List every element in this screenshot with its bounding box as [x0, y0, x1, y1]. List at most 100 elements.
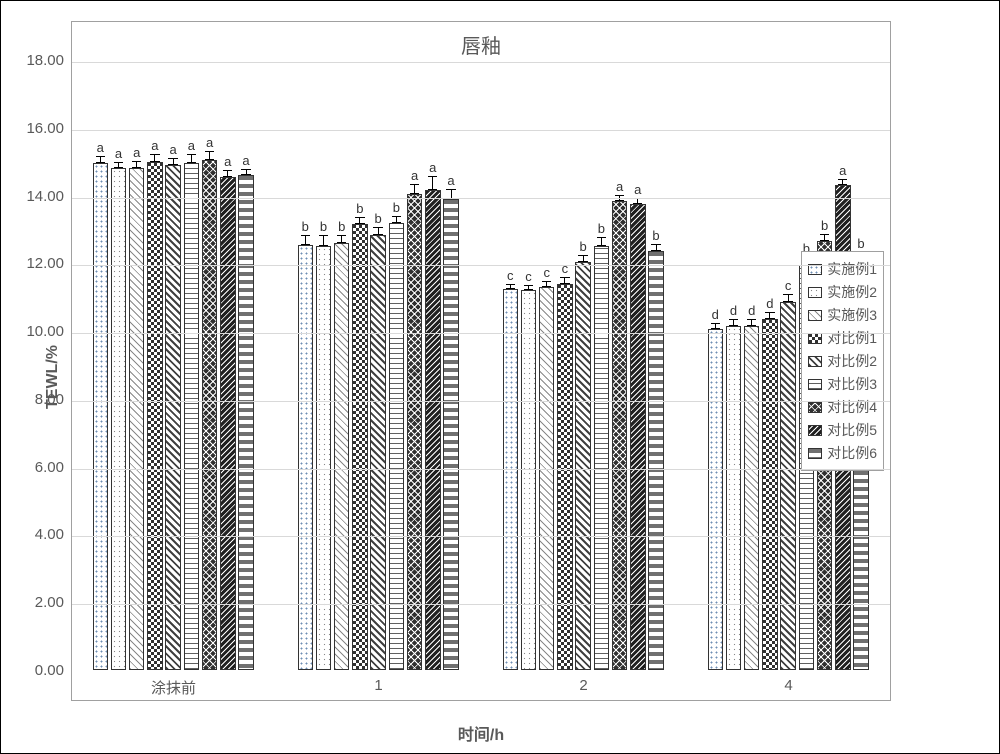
- legend-item: 对比例3: [808, 374, 877, 394]
- significance-label: b: [857, 236, 864, 251]
- error-cap: [838, 179, 847, 180]
- gridline: [72, 62, 890, 63]
- significance-label: c: [507, 268, 514, 283]
- bar: [780, 302, 795, 670]
- error-cap: [392, 222, 401, 223]
- error-cap: [168, 158, 177, 159]
- bar: [298, 245, 313, 670]
- legend-swatch: [808, 333, 822, 344]
- significance-label: a: [634, 182, 641, 197]
- legend-swatch: [808, 448, 822, 459]
- bar: [594, 246, 609, 670]
- gridline: [72, 198, 890, 199]
- error-cap: [150, 154, 159, 155]
- x-tick-label: 1: [374, 677, 382, 694]
- error-cap: [783, 301, 792, 302]
- error-cap: [96, 156, 105, 157]
- significance-label: b: [338, 219, 345, 234]
- bar: [111, 168, 126, 670]
- legend-label: 实施例2: [827, 282, 877, 302]
- error-cap: [223, 176, 232, 177]
- legend-item: 对比例6: [808, 443, 877, 463]
- legend-label: 对比例3: [827, 374, 877, 394]
- error-cap: [542, 281, 551, 282]
- error-cap: [319, 245, 328, 246]
- bar: [521, 290, 536, 670]
- significance-label: a: [839, 163, 846, 178]
- error-cap: [765, 312, 774, 313]
- error-cap: [168, 164, 177, 165]
- bar: [612, 201, 627, 670]
- y-tick-label: 10.00: [4, 323, 64, 340]
- error-cap: [241, 169, 250, 170]
- error-cap: [150, 161, 159, 162]
- error-cap: [392, 216, 401, 217]
- error-cap: [711, 323, 720, 324]
- legend-label: 对比例6: [827, 443, 877, 463]
- error-cap: [355, 217, 364, 218]
- error-cap: [838, 184, 847, 185]
- error-cap: [132, 161, 141, 162]
- error-cap: [615, 200, 624, 201]
- x-tick-label: 涂抹前: [151, 677, 196, 698]
- significance-label: a: [206, 135, 213, 150]
- legend-label: 实施例1: [827, 259, 877, 279]
- significance-label: a: [616, 179, 623, 194]
- error-cap: [633, 203, 642, 204]
- y-tick-label: 8.00: [4, 391, 64, 408]
- significance-label: b: [356, 201, 363, 216]
- legend-label: 实施例3: [827, 305, 877, 325]
- error-cap: [132, 167, 141, 168]
- significance-label: a: [133, 145, 140, 160]
- significance-label: b: [598, 221, 605, 236]
- error-cap: [765, 318, 774, 319]
- gridline: [72, 469, 890, 470]
- significance-label: b: [580, 239, 587, 254]
- error-cap: [114, 167, 123, 168]
- error-cap: [205, 159, 214, 160]
- error-cap: [506, 288, 515, 289]
- error-cap: [446, 189, 455, 190]
- bar: [443, 199, 458, 670]
- bar: [334, 243, 349, 670]
- error-cap: [747, 319, 756, 320]
- significance-label: d: [730, 303, 737, 318]
- error-cap: [651, 250, 660, 251]
- error-cap: [560, 283, 569, 284]
- error-cap: [578, 255, 587, 256]
- error-cap: [241, 174, 250, 175]
- error-cap: [187, 162, 196, 163]
- error-bar: [432, 177, 433, 191]
- plot-area: 唇釉 aaaaaaaaabbbbbbaaaccccbbaabddddcbbab …: [71, 21, 891, 701]
- significance-label: a: [224, 154, 231, 169]
- legend-swatch: [808, 425, 822, 436]
- bar: [708, 329, 723, 670]
- legend-swatch: [808, 287, 822, 298]
- gridline: [72, 265, 890, 266]
- error-cap: [96, 162, 105, 163]
- significance-label: a: [97, 140, 104, 155]
- significance-label: a: [429, 160, 436, 175]
- legend-label: 对比例1: [827, 328, 877, 348]
- bar: [147, 162, 162, 670]
- error-cap: [301, 244, 310, 245]
- legend-item: 对比例2: [808, 351, 877, 371]
- error-cap: [410, 184, 419, 185]
- error-cap: [205, 151, 214, 152]
- legend-item: 实施例1: [808, 259, 877, 279]
- bar: [539, 287, 554, 670]
- legend-swatch: [808, 379, 822, 390]
- y-tick-label: 18.00: [4, 52, 64, 69]
- bar: [630, 204, 645, 670]
- x-tick-label: 4: [784, 677, 792, 694]
- significance-label: d: [766, 296, 773, 311]
- bar: [129, 168, 144, 670]
- error-cap: [783, 294, 792, 295]
- error-cap: [729, 319, 738, 320]
- gridline: [72, 130, 890, 131]
- significance-label: a: [447, 173, 454, 188]
- bar: [648, 251, 663, 670]
- error-cap: [428, 189, 437, 190]
- bar: [389, 223, 404, 670]
- bar: [557, 284, 572, 670]
